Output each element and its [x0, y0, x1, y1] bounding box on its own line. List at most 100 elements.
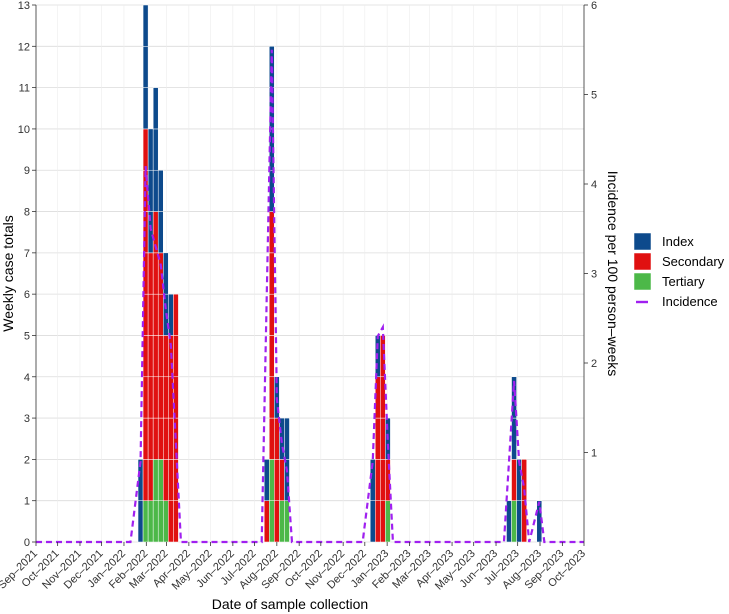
bar-secondary: [269, 335, 275, 378]
bar-secondary: [269, 417, 275, 460]
bar-index: [157, 169, 164, 212]
y-tick-label: 10: [18, 124, 30, 136]
legend-label-incidence: Incidence: [662, 294, 718, 309]
bar-tertiary: [511, 500, 517, 543]
y2-tick-label: 2: [591, 358, 597, 370]
bar-tertiary: [147, 500, 154, 543]
bar-index: [152, 87, 159, 130]
y-tick-label: 6: [24, 289, 30, 301]
bar-tertiary: [269, 500, 275, 543]
legend-label-secondary: Secondary: [662, 254, 725, 269]
bar-secondary: [157, 335, 164, 378]
bar-tertiary: [163, 500, 169, 543]
bar-index: [516, 500, 522, 543]
bar-secondary: [263, 500, 270, 543]
y-tick-label: 4: [24, 372, 30, 384]
bar-tertiary: [157, 459, 164, 501]
grid-lines: [35, 4, 585, 543]
y2-tick-label: 1: [591, 448, 597, 460]
bar-secondary: [269, 293, 275, 336]
bar-tertiary: [279, 500, 285, 543]
legend-label-index: Index: [662, 234, 694, 249]
y-tick-label: 3: [24, 413, 30, 425]
bar-secondary: [142, 376, 149, 419]
legend-swatch-tertiary: [633, 272, 652, 291]
bar-tertiary: [152, 459, 159, 501]
bar-index: [369, 500, 376, 543]
bar-index: [163, 252, 169, 295]
bar-secondary: [147, 293, 154, 336]
y-tick-label: 2: [24, 454, 30, 466]
y2-tick-label: 6: [591, 0, 597, 12]
bar-secondary: [142, 335, 149, 378]
bar-secondary: [274, 417, 280, 460]
bar-secondary: [157, 376, 164, 419]
bar-tertiary: [269, 459, 275, 501]
bar-index: [152, 169, 159, 212]
bar-secondary: [163, 459, 169, 501]
bar-tertiary: [152, 500, 159, 543]
y-tick-label: 5: [24, 330, 30, 342]
bar-secondary: [511, 459, 517, 501]
bar-secondary: [142, 459, 149, 501]
bar-secondary: [152, 335, 159, 378]
bar-secondary: [163, 335, 169, 378]
bar-secondary: [163, 417, 169, 460]
y2-tick-label: 4: [591, 179, 597, 191]
bar-index: [152, 128, 159, 171]
bar-index: [142, 87, 149, 130]
bar-secondary: [152, 376, 159, 419]
y-tick-label: 7: [24, 248, 30, 260]
y-tick-label: 13: [18, 0, 30, 12]
bar-secondary: [147, 252, 154, 295]
bar-secondary: [274, 459, 280, 501]
bar-secondary: [269, 376, 275, 419]
bar-secondary: [157, 417, 164, 460]
y-tick-label: 1: [24, 496, 30, 508]
bar-tertiary: [142, 500, 149, 543]
bar-secondary: [279, 459, 285, 501]
bar-secondary: [142, 417, 149, 460]
bar-secondary: [147, 417, 154, 460]
x-axis-title: Date of sample collection: [212, 596, 368, 612]
bar-secondary: [173, 335, 179, 378]
bar-tertiary: [157, 500, 164, 543]
bar-secondary: [147, 335, 154, 378]
y-tick-label: 0: [24, 537, 30, 549]
bar-secondary: [163, 376, 169, 419]
legend: Index Secondary Tertiary Incidence: [633, 232, 725, 309]
bar-secondary: [521, 500, 527, 543]
bar-index: [284, 417, 290, 460]
bar-index: [263, 459, 270, 501]
bar-secondary: [152, 252, 159, 295]
bar-secondary: [173, 293, 179, 336]
y-tick-label: 11: [19, 83, 30, 95]
bar-secondary: [380, 417, 386, 460]
bar-tertiary: [385, 500, 391, 543]
bar-secondary: [152, 417, 159, 460]
y-tick-label: 8: [24, 207, 30, 219]
bar-index: [142, 46, 149, 88]
bar-secondary: [168, 500, 174, 543]
bar-index: [137, 500, 144, 543]
bar-secondary: [375, 417, 381, 460]
bar-secondary: [157, 293, 164, 336]
y2-tick-label: 3: [591, 269, 597, 281]
bar-secondary: [152, 293, 159, 336]
bar-secondary: [380, 500, 386, 543]
incidence-line-group: [36, 49, 584, 544]
bar-secondary: [168, 459, 174, 501]
legend-swatch-secondary: [633, 252, 652, 271]
bar-secondary: [147, 459, 154, 501]
bar-secondary: [375, 459, 381, 501]
bar-secondary: [269, 252, 275, 295]
bar-index: [168, 293, 174, 336]
y-tick-label: 9: [24, 165, 30, 177]
bar-secondary: [168, 417, 174, 460]
bar-secondary: [375, 500, 381, 543]
bar-secondary: [380, 459, 386, 501]
bar-secondary: [380, 376, 386, 419]
legend-swatch-index: [633, 232, 652, 251]
